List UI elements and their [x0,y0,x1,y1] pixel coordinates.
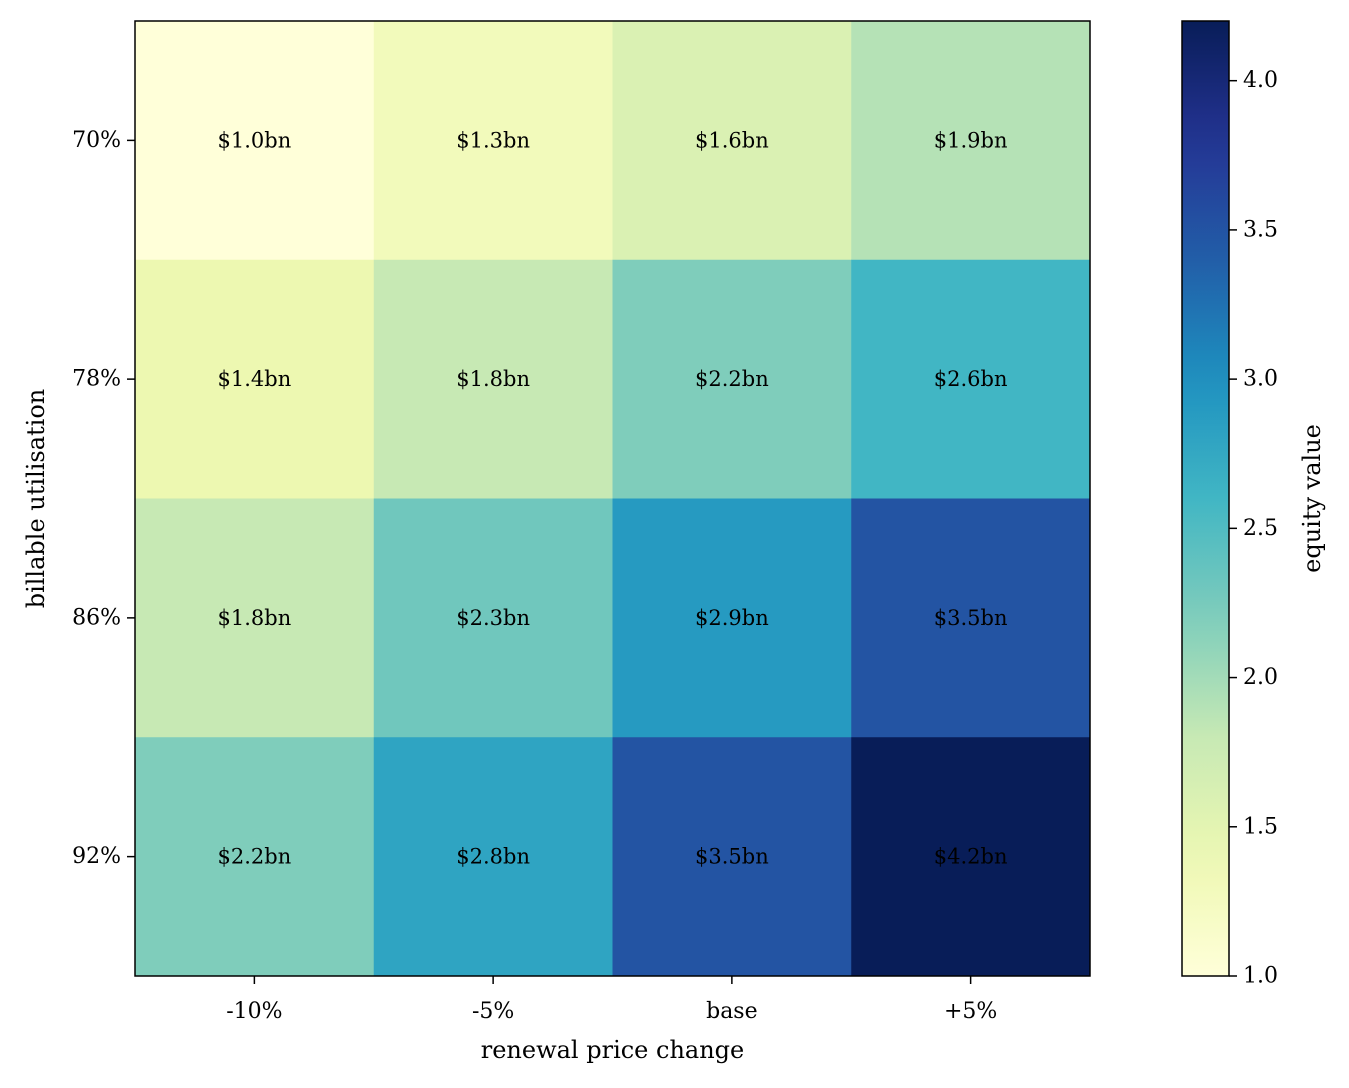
cell-value-label: $4.2bn [934,845,1008,869]
cell-value-label: $1.8bn [218,606,292,630]
colorbar-tick-label: 4.0 [1243,68,1278,93]
y-axis-label: billable utilisation [22,389,50,609]
heatmap-cell [373,737,613,977]
plot-frame [134,20,1091,977]
x-axis-label: renewal price change [481,1036,745,1064]
cell-value-label: $1.0bn [218,128,292,152]
colorbar-tick-label: 3.5 [1243,217,1278,242]
cell-value-label: $1.6bn [695,128,769,152]
heatmap-cell [135,21,375,261]
y-tick-label: 70% [72,128,121,153]
heatmap-cell [851,737,1091,977]
cell-value-label: $3.5bn [695,845,769,869]
colorbar-tick-label: 2.0 [1243,665,1278,690]
heatmap-cell [373,498,613,738]
colorbar-tick-label: 3.0 [1243,367,1278,392]
y-tick-label: 78% [72,367,121,392]
x-tick-label: -10% [226,999,282,1024]
heatmap-cell [373,21,613,261]
cell-value-label: $2.9bn [695,606,769,630]
colorbar-tick-label: 2.5 [1243,516,1278,541]
cell-value-label: $2.6bn [934,367,1008,391]
x-axis-ticks: -10% -5% base +5% [226,976,997,1024]
heatmap-cell [851,259,1091,499]
cell-value-label: $1.8bn [456,367,530,391]
heatmap-cell [612,737,852,977]
heatmap-cell [135,498,375,738]
cell-value-label: $2.2bn [695,367,769,391]
cell-value-label: $1.9bn [934,128,1008,152]
x-tick-label: -5% [472,999,514,1024]
heatmap-cell-labels: $1.0bn $1.3bn $1.6bn $1.9bn $1.4bn $1.8bn $2.2… [218,128,1008,868]
colorbar-ticks: 1.0 1.5 2.0 2.5 3.0 3.5 4.0 [1229,68,1278,989]
colorbar-label: equity value [1298,424,1326,573]
cell-value-label: $2.3bn [456,606,530,630]
heatmap-cell [135,259,375,499]
heatmap-cell [135,737,375,977]
heatmap-cell [373,259,613,499]
heatmap-cell [612,21,852,261]
colorbar-tick-label: 1.0 [1243,964,1278,989]
cell-value-label: $1.3bn [456,128,530,152]
heatmap-cell [612,259,852,499]
cell-value-label: $2.8bn [456,845,530,869]
x-tick-label: base [706,999,758,1024]
cell-value-label: $2.2bn [218,845,292,869]
y-tick-label: 92% [72,844,121,869]
cell-value-label: $1.4bn [218,367,292,391]
colorbar [1181,20,1230,977]
heatmap-cell [851,498,1091,738]
heatmap-cells [135,21,1091,977]
heatmap-cell [612,498,852,738]
x-tick-label: +5% [944,999,997,1024]
y-tick-label: 86% [72,605,121,630]
y-axis-ticks: 70% 78% 86% 92% [72,128,135,869]
heatmap-cell [851,21,1091,261]
cell-value-label: $3.5bn [934,606,1008,630]
colorbar-tick-label: 1.5 [1243,814,1278,839]
